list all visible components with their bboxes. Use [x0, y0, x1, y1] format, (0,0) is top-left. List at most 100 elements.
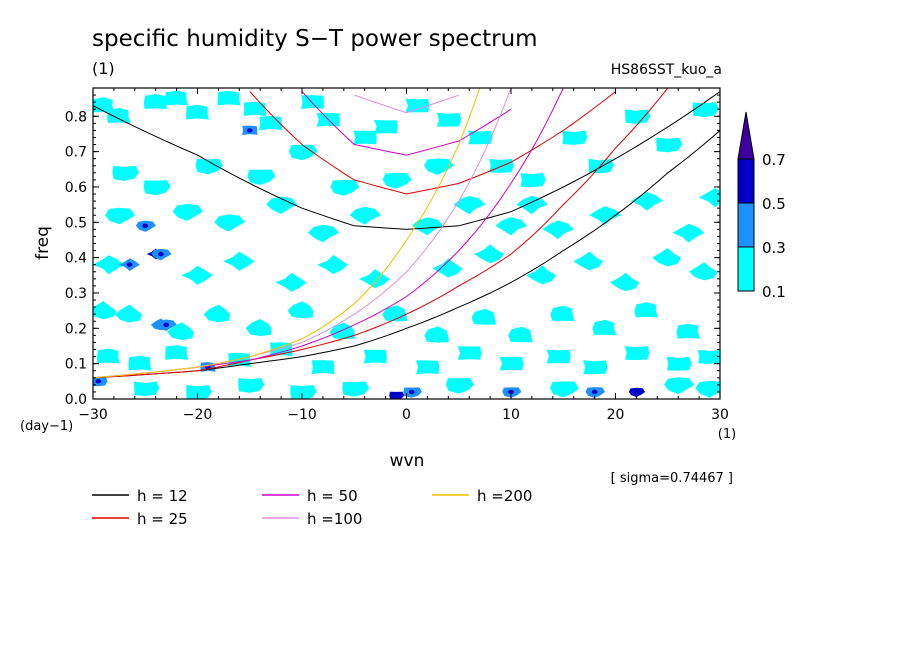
contour-patch: [223, 251, 255, 271]
contour-patch-core: [246, 128, 253, 133]
contour-patch-core: [393, 393, 399, 398]
contour-patch: [112, 165, 140, 181]
dispersion-curves: [93, 88, 720, 379]
contour-patch: [107, 108, 131, 124]
contour-patch: [301, 95, 324, 109]
contour-patch: [520, 173, 546, 188]
top-left-unit: (1): [92, 59, 115, 78]
contour-patch: [143, 94, 168, 109]
x-tick-label: 10: [502, 407, 520, 423]
contour-patch: [238, 378, 265, 393]
contour-patch: [275, 272, 307, 292]
contour-patch: [588, 158, 614, 174]
contour-patch-core: [158, 251, 164, 257]
x-tick-label: 20: [607, 407, 625, 423]
colorbar-arrow: [737, 111, 755, 160]
contour-patch: [290, 385, 317, 399]
contour-patch: [583, 360, 608, 374]
chart-title: specific humidity S−T power spectrum: [92, 26, 538, 52]
contour-patch: [167, 322, 194, 340]
x-tick-label: 30: [711, 407, 729, 423]
contour-patch: [695, 380, 720, 398]
contour-patch-core: [508, 389, 514, 395]
contour-patch: [549, 381, 579, 398]
colorbar-label: 0.3: [762, 239, 786, 257]
run-name: HS86SST_kuo_a: [611, 62, 722, 78]
contour-patch: [186, 104, 209, 120]
contour-patch: [311, 360, 335, 375]
plot-background: [93, 88, 720, 399]
contour-patch: [330, 180, 360, 196]
contour-patch: [289, 144, 318, 161]
contour-patch: [453, 196, 486, 215]
contour-patch: [698, 349, 720, 364]
contour-patch: [181, 265, 213, 285]
x-tick-label: −20: [183, 407, 213, 423]
colorbar-label: 0.7: [762, 151, 786, 169]
contour-patch: [457, 346, 482, 360]
contour-patch: [672, 223, 705, 243]
contour-patch: [676, 323, 701, 339]
y-tick-label: 0.7: [65, 145, 87, 161]
contour-patch: [542, 220, 575, 240]
contour-patch: [359, 269, 390, 289]
contour-patch: [317, 255, 349, 275]
contour-patch: [625, 109, 651, 124]
contour-patch: [128, 355, 152, 371]
curve-h50-low-branch: [93, 88, 564, 379]
contour-patch: [165, 345, 188, 360]
contour-patch: [688, 262, 718, 281]
contour-patch-core: [163, 322, 169, 327]
contour-patch: [308, 224, 340, 243]
contour-patch-core: [591, 389, 598, 395]
contour-patch: [436, 112, 462, 127]
contour-patch: [374, 120, 398, 134]
curve-h12-ig-branch: [93, 91, 720, 230]
legend-label: h =100: [307, 510, 362, 528]
contour-patch: [382, 305, 408, 322]
contour-patch: [133, 381, 160, 396]
contour-patch: [416, 360, 440, 375]
contour-patch: [698, 188, 720, 208]
contour-patch: [243, 101, 267, 117]
contour-patch: [382, 172, 412, 189]
x-axis-unit: (1): [718, 427, 736, 442]
contour-patch: [266, 196, 298, 214]
y-tick-label: 0.5: [65, 215, 87, 231]
colorbar-segment: [737, 246, 755, 292]
contour-patch: [353, 130, 377, 145]
contour-patch: [624, 346, 650, 360]
contour-patch: [405, 98, 430, 113]
contour-patch: [634, 302, 659, 318]
curve-h200-low-branch: [93, 88, 481, 379]
colorbar-segment: [737, 202, 755, 248]
contour-patch: [610, 272, 640, 292]
contour-patch-core: [126, 262, 133, 267]
sigma-note: [ sigma=0.74467 ]: [611, 471, 733, 486]
colorbar-label: 0.1: [762, 283, 786, 301]
contour-patch-core: [95, 379, 102, 384]
y-tick-label: 0.1: [65, 357, 87, 373]
contour-patch: [471, 308, 497, 325]
contour-patch: [412, 217, 444, 236]
contour-patch: [468, 130, 493, 145]
x-axis-label: wvn: [390, 451, 425, 471]
contour-patch: [664, 377, 695, 394]
curve-h100-ig-branch: [354, 94, 459, 114]
legend-label: h = 12: [137, 487, 188, 505]
curve-h25-ig-branch: [249, 91, 616, 195]
contour-patch: [445, 378, 475, 394]
contour-patch: [259, 116, 282, 131]
y-tick-label: 0.6: [65, 180, 87, 196]
contour-patch: [143, 180, 171, 196]
contour-patch: [342, 381, 370, 397]
contour-patch: [96, 348, 121, 364]
x-tick-label: −30: [78, 407, 108, 423]
colorbar-segment: [737, 158, 755, 204]
contour-patch: [105, 207, 135, 225]
contour-patch: [474, 244, 505, 264]
contour-patch: [424, 326, 449, 343]
legend-label: h = 50: [307, 487, 358, 505]
contour-patch: [247, 169, 276, 185]
